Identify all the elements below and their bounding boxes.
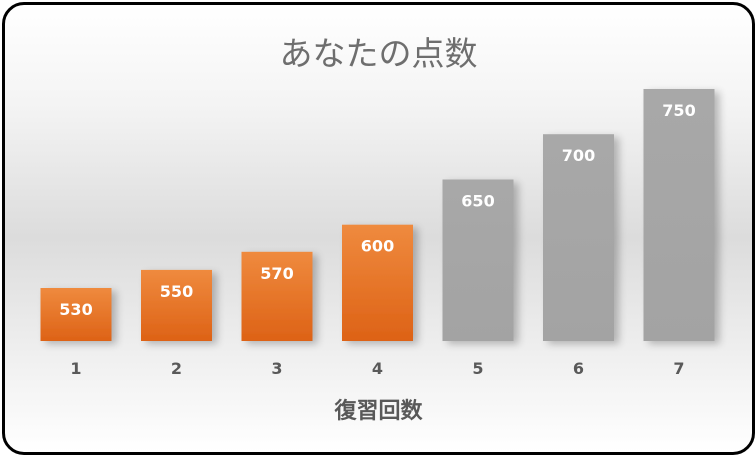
bar-chart-plot: 530 1 550 2 570 3 600 4 650 5 700 6 750 7: [40, 89, 715, 378]
x-tick-label-7: 7: [673, 359, 684, 378]
x-tick-label-2: 2: [171, 359, 182, 378]
x-axis-title: 復習回数: [334, 399, 423, 424]
x-tick-label-3: 3: [271, 359, 282, 378]
x-tick-label-4: 4: [372, 359, 383, 378]
bar-5: [442, 179, 514, 341]
bar-3: [241, 251, 313, 341]
bar-6: [543, 134, 614, 341]
x-tick-label-5: 5: [472, 359, 483, 378]
bars-layer: 530 1 550 2 570 3 600 4 650 5 700 6 750 7: [40, 89, 715, 378]
bar-7: [643, 89, 715, 341]
data-label-6: 700: [562, 146, 595, 165]
data-label-1: 530: [59, 300, 92, 319]
bar-1: [40, 288, 112, 341]
bar-4: [342, 224, 413, 341]
x-tick-label-1: 1: [70, 359, 81, 378]
bar-2: [141, 269, 212, 341]
data-label-2: 550: [160, 282, 193, 301]
x-tick-label-6: 6: [573, 359, 584, 378]
data-label-3: 570: [260, 264, 293, 283]
chart-title: あなたの点数: [279, 34, 478, 73]
data-label-5: 650: [461, 192, 494, 211]
data-label-4: 600: [361, 237, 394, 256]
data-label-7: 750: [662, 101, 695, 120]
